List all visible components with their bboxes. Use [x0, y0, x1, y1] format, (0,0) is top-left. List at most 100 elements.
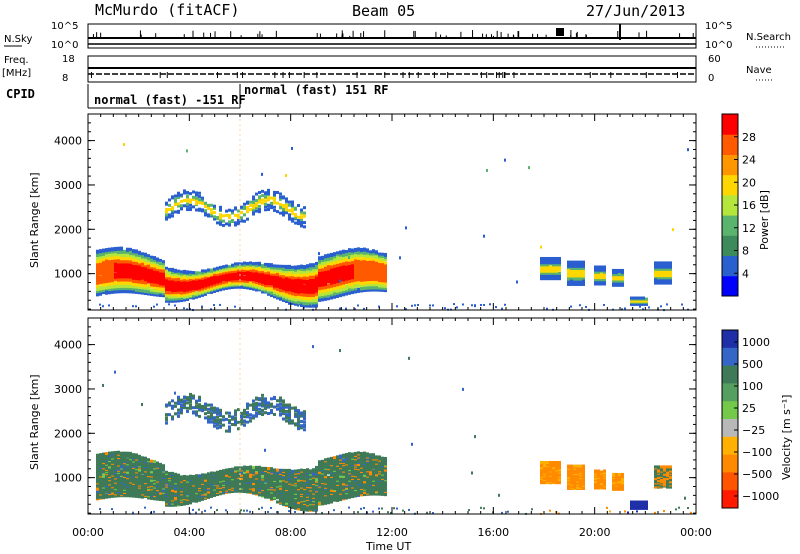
- echo-cell: [270, 203, 273, 207]
- echo-cell: [105, 248, 108, 252]
- echo-cell: [300, 264, 303, 268]
- echo-cell: [102, 483, 105, 487]
- echo-cell: [273, 190, 276, 194]
- echo-cell: [243, 281, 246, 285]
- echo-cell: [255, 209, 258, 213]
- echo-cell: [324, 265, 327, 269]
- echo-cell: [138, 454, 141, 458]
- echo-cell: [252, 208, 255, 212]
- echo-cell: [165, 269, 168, 273]
- echo-cell: [141, 487, 144, 491]
- echo-cell: [285, 276, 288, 280]
- echo-cell: [210, 208, 213, 212]
- echo-cell: [144, 252, 147, 256]
- echo-cell: [114, 252, 117, 256]
- echo-cell: [567, 262, 570, 266]
- echo-cell: [111, 247, 114, 251]
- echo-cell: [315, 288, 318, 292]
- echo-cell: [111, 268, 114, 272]
- power-colorbar-bin: [722, 255, 738, 277]
- echo-cell: [210, 213, 213, 217]
- echo-cell: [243, 261, 246, 265]
- echo-cell: [222, 219, 225, 223]
- echo-cell: [147, 263, 150, 267]
- echo-cell: [117, 461, 120, 465]
- echo-cell: [210, 211, 213, 215]
- echo-cell: [306, 276, 309, 280]
- echo-cell: [258, 267, 261, 271]
- echo-cell: [168, 271, 171, 275]
- echo-cell: [177, 204, 180, 208]
- echo-cell: [291, 219, 294, 223]
- echo-cell: [276, 201, 279, 205]
- echo-cell: [237, 262, 240, 266]
- echo-cell: [309, 263, 312, 267]
- echo-cell: [165, 210, 168, 214]
- echo-cell: [153, 483, 156, 487]
- echo-cell: [342, 249, 345, 253]
- echo-cell: [258, 210, 261, 214]
- echo-cell: [204, 212, 207, 216]
- echo-cell: [348, 248, 351, 252]
- echo-cell: [621, 268, 624, 272]
- echo-cell: [630, 296, 633, 300]
- echo-cell: [618, 272, 621, 276]
- echo-cell: [567, 268, 570, 272]
- echo-cell: [96, 272, 99, 276]
- echo-cell: [141, 259, 144, 263]
- echo-cell: [174, 304, 176, 307]
- echo-cell: [246, 205, 249, 209]
- echo-cell: [552, 256, 555, 260]
- echo-cell: [612, 268, 615, 272]
- freq-unit: [MHz]: [2, 68, 31, 79]
- echo-cell: [201, 269, 204, 273]
- echo-cell: [192, 283, 195, 287]
- echo-cell: [159, 264, 162, 268]
- echo-cell: [285, 199, 288, 203]
- echo-cell: [363, 247, 366, 251]
- freq-tick-top: 18: [62, 54, 75, 65]
- echo-cell: [483, 303, 485, 306]
- echo-cell: [198, 280, 201, 284]
- echo-cell: [144, 476, 147, 480]
- echo-cell: [177, 193, 180, 197]
- echo-cell: [99, 275, 102, 279]
- echo-cell: [558, 265, 561, 269]
- echo-cell: [267, 262, 270, 266]
- echo-cell: [99, 267, 102, 271]
- echo-cell: [288, 271, 291, 275]
- echo-cell: [114, 246, 117, 250]
- nsky-tick-top: 10^5: [51, 21, 78, 32]
- echo-cell: [99, 453, 102, 457]
- echo-cell: [540, 256, 543, 260]
- echo-cell: [216, 284, 219, 288]
- echo-cell: [195, 201, 198, 205]
- echo-cell: [249, 265, 252, 269]
- echo-cell: [189, 307, 191, 310]
- echo-cell: [261, 198, 264, 202]
- echo-cell: [318, 293, 321, 297]
- echo-cell: [114, 279, 117, 283]
- echo-cell: [147, 283, 150, 287]
- power-colorbar-tick-label: 16: [742, 199, 756, 212]
- echo-cell: [168, 208, 171, 212]
- echo-cell: [336, 251, 339, 255]
- echo-cell: [276, 190, 279, 194]
- echo-cell: [234, 206, 237, 210]
- echo-cell: [108, 304, 110, 307]
- echo-cell: [375, 274, 378, 278]
- echo-cell: [225, 213, 228, 217]
- echo-cell: [249, 208, 252, 212]
- echo-cell: [543, 256, 546, 260]
- echo-cell: [282, 280, 285, 284]
- echo-cell: [303, 268, 306, 272]
- echo-cell: [237, 219, 240, 223]
- echo-cell: [102, 248, 105, 252]
- cpid-panel: CPID normal (fast) -151 RF normal (fast)…: [6, 83, 389, 109]
- echo-cell: [324, 254, 327, 258]
- echo-cell: [312, 303, 315, 307]
- echo-cell: [120, 451, 123, 455]
- echo-cell: [321, 285, 324, 289]
- echo-cell: [330, 252, 333, 256]
